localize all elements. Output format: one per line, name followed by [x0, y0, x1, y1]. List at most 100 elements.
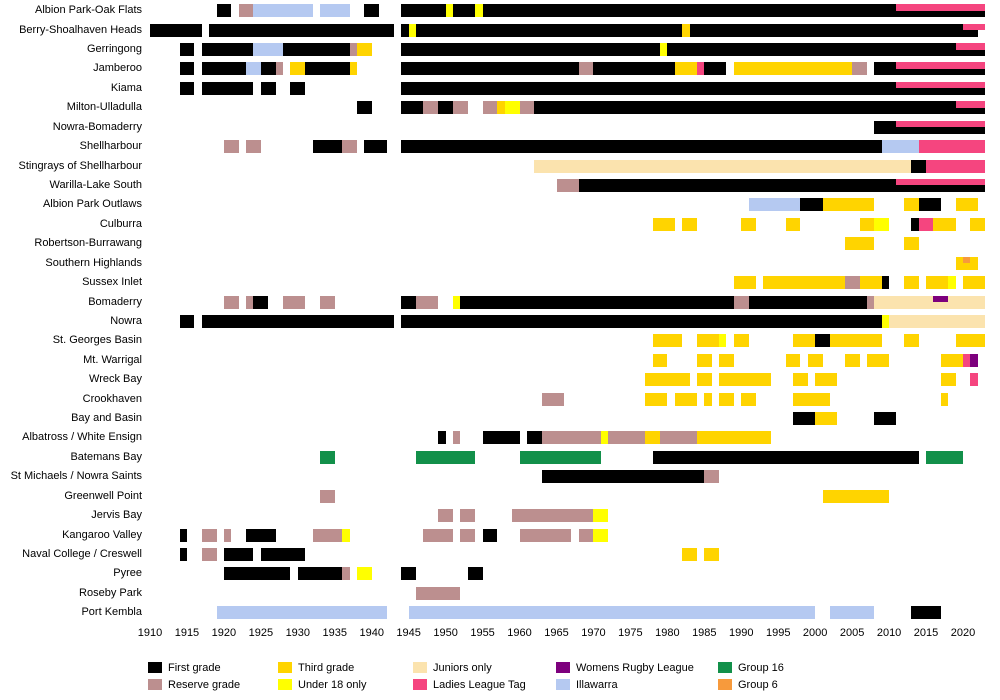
timeline-segment — [556, 178, 579, 192]
timeline-segment — [896, 4, 986, 11]
timeline-segment — [733, 62, 853, 76]
row-label: Mt. Warrigal — [83, 353, 142, 366]
row-label: St. Georges Basin — [52, 334, 142, 347]
timeline-segment — [401, 140, 882, 154]
timeline-segment — [970, 353, 978, 367]
timeline-segment — [844, 276, 860, 290]
timeline-segment — [260, 547, 306, 561]
timeline-segment — [807, 353, 823, 367]
timeline-segment — [881, 140, 919, 154]
timeline-segment — [216, 606, 387, 620]
legend-label: Third grade — [298, 661, 355, 674]
timeline-segment — [955, 256, 978, 270]
row-label: Naval College / Creswell — [22, 547, 142, 560]
row-label: St Michaels / Nowra Saints — [10, 470, 142, 483]
legend-item: Illawarra — [556, 678, 618, 691]
timeline-segment — [467, 567, 483, 581]
legend-item: Womens Rugby League — [556, 661, 694, 674]
timeline-segment — [733, 295, 749, 309]
legend-label: Under 18 only — [298, 678, 367, 691]
timeline-segment — [475, 4, 483, 18]
row-label: Culburra — [99, 217, 142, 230]
legend-item: Third grade — [278, 661, 354, 674]
timeline-segment — [305, 62, 350, 76]
legend-label: Group 6 — [738, 678, 778, 691]
x-tick-label: 1910 — [137, 627, 163, 639]
x-tick-label: 1955 — [470, 627, 495, 639]
timeline-segment — [874, 217, 890, 231]
row-label: Roseby Park — [79, 586, 142, 599]
timeline-segment — [349, 62, 357, 76]
timeline-segment — [319, 4, 350, 18]
timeline-segment — [253, 4, 313, 18]
timeline-segment — [674, 62, 697, 76]
ladies-league-tag-swatch — [413, 679, 427, 690]
timeline-segment — [150, 23, 202, 37]
timeline-segment — [497, 101, 505, 115]
x-tick-label: 1925 — [248, 627, 274, 639]
timeline-segment — [948, 276, 956, 290]
timeline-segment — [800, 198, 823, 212]
legend-label: Womens Rugby League — [576, 661, 694, 674]
legend-label: Ladies League Tag — [433, 678, 526, 691]
timeline-segment — [541, 470, 705, 484]
timeline-segment — [741, 392, 757, 406]
timeline-segment — [645, 431, 660, 445]
timeline-segment — [933, 295, 949, 302]
row-label: Gerringong — [86, 43, 142, 56]
timeline-segment — [460, 295, 734, 309]
timeline-segment — [896, 81, 986, 89]
timeline-segment — [416, 450, 476, 464]
timeline-segment — [918, 217, 934, 231]
timeline-segment — [866, 353, 890, 367]
timeline-segment — [356, 101, 372, 115]
timeline-segment — [696, 373, 712, 387]
timeline-segment — [290, 62, 306, 76]
x-tick-label: 1915 — [174, 627, 200, 639]
timeline-segment — [401, 62, 579, 76]
timeline-segment — [223, 567, 291, 581]
timeline-segment — [719, 392, 734, 406]
timeline-segment — [356, 567, 372, 581]
timeline-segment — [578, 528, 594, 542]
row-label: Robertson-Burrawang — [34, 237, 142, 250]
x-tick-label: 2005 — [839, 627, 865, 639]
timeline-segment — [881, 276, 890, 290]
timeline-segment — [748, 198, 801, 212]
row-label: Greenwell Point — [64, 489, 142, 502]
timeline-segment — [512, 509, 594, 523]
timeline-segment — [504, 101, 520, 115]
reserve-grade-swatch — [148, 679, 162, 690]
timeline-segment — [526, 431, 542, 445]
timeline-segment — [704, 392, 712, 406]
timeline-segment — [253, 295, 269, 309]
timeline-segment — [438, 101, 454, 115]
timeline-segment — [918, 140, 986, 154]
timeline-segment — [460, 528, 476, 542]
timeline-segment — [534, 101, 986, 115]
timeline-segment — [926, 450, 963, 464]
timeline-segment — [896, 62, 986, 69]
timeline-segment — [290, 81, 306, 95]
timeline-segment — [342, 528, 350, 542]
timeline-segment — [911, 606, 941, 620]
timeline-segment — [423, 101, 439, 115]
timeline-chart: Albion Park-Oak Flats Berry-Shoalhaven He… — [10, 4, 986, 620]
timeline-segment — [482, 431, 520, 445]
timeline-segment — [179, 62, 195, 76]
timeline-segment — [179, 81, 195, 95]
womens-rugby-league-swatch — [556, 662, 570, 673]
timeline-segment — [482, 101, 498, 115]
timeline-segment — [216, 4, 232, 18]
illawarra-swatch — [556, 679, 570, 690]
legend-item: Juniors only — [413, 661, 492, 674]
timeline-segment — [319, 489, 335, 503]
timeline-segment — [815, 373, 838, 387]
timeline-segment — [578, 178, 986, 192]
legend-item: Reserve grade — [148, 678, 240, 691]
row-label: Crookhaven — [82, 392, 142, 405]
timeline-segment — [401, 81, 986, 95]
timeline-segment — [342, 140, 357, 154]
timeline-segment — [918, 198, 941, 212]
timeline-segment — [652, 450, 919, 464]
